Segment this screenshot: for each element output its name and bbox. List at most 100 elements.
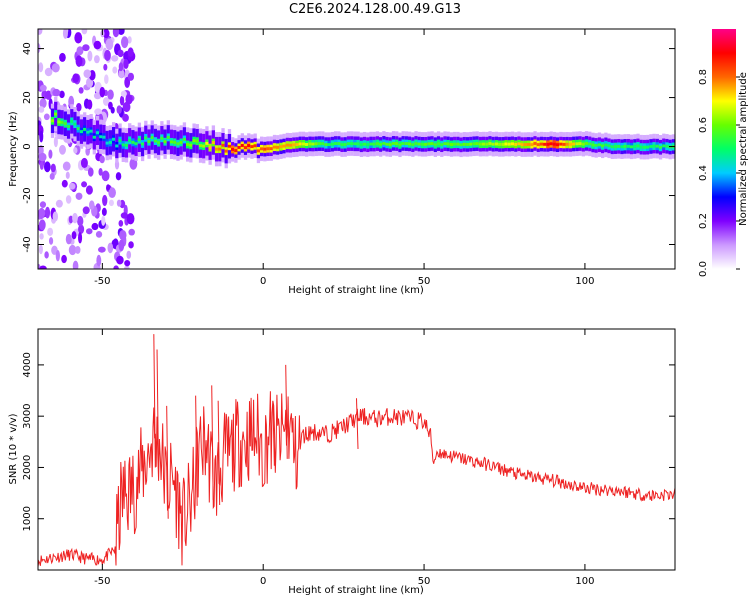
heatmap-peak-cell [99,135,103,139]
x-tick-label: 50 [418,276,431,287]
y-tick-label: 3000 [22,403,33,428]
heatmap-noise-cell [39,161,44,170]
heatmap-noise-cell [81,29,88,35]
heatmap-peak-cell [546,142,550,146]
heatmap-noise-cell [122,101,131,113]
heatmap-peak-cell [327,143,331,147]
heatmap-peak-cell [629,145,634,149]
heatmap-peak-cell [182,138,187,141]
heatmap-peak-cell [388,143,392,147]
heatmap-peak-cell [565,142,569,146]
colorbar-tick-label: 0.6 [698,117,709,133]
heatmap-peak-cell [517,142,521,146]
heatmap-peak-cell [581,142,586,146]
heatmap-peak-cell [147,140,151,144]
heatmap-peak-cell [440,143,444,147]
y-tick-label: 4000 [22,352,33,377]
heatmap-noise-cell [128,241,134,249]
heatmap-noise-cell [112,29,120,38]
heatmap-peak-cell [446,142,450,146]
heatmap-peak-cell [588,142,592,146]
snr-background [38,329,675,570]
heatmap-peak-cell [285,143,290,147]
heatmap-peak-cell [662,144,666,148]
snr-y-axis-label: SNR (10 * v/v) [8,413,19,484]
heatmap-peak-cell [276,145,280,149]
heatmap-noise-cell [102,29,110,39]
colorbar-label: Normalized spectral amplitude [738,72,749,226]
heatmap-noise-cell [119,230,127,241]
heatmap-peak-cell [337,142,341,146]
x-tick-label: 50 [418,576,431,587]
heatmap-noise-cell [124,265,130,269]
chart-title: C2E6.2024.128.00.49.G13 [288,2,462,17]
heatmap-peak-cell [478,142,483,146]
snr-y-ticks: 1000 2000 3000 4000 [22,352,675,531]
heatmap-peak-cell [523,143,528,147]
heatmap-peak-cell [472,142,476,146]
heatmap-noise-cell [50,163,56,173]
heatmap-noise-cell [75,103,82,112]
heatmap-noise-cell [39,233,44,240]
heatmap-peak-cell [433,143,438,147]
heatmap-noise-cell [78,224,85,234]
heatmap-peak-cell [617,144,621,148]
heatmap-noise-cell [107,89,114,100]
heatmap-peak-cell [224,149,228,153]
heatmap-peak-cell [54,112,58,116]
heatmap-noise-cell [93,40,102,50]
snr-peak-spike [285,364,288,459]
heatmap-peak-cell [626,144,631,148]
heatmap-noise-cell [80,157,88,169]
heatmap-noise-cell [58,144,66,155]
heatmap-peak-cell [111,137,116,141]
heatmap-peak-cell [272,145,277,149]
colorbar: 0.0 0.2 0.4 0.6 0.8 Normalized spectral ampl… [698,29,749,277]
heatmap-peak-cell [655,144,659,148]
heatmap-peak-cell [298,142,302,146]
y-tick-label: -40 [22,236,33,252]
heatmap-noise-cell [59,90,65,99]
heatmap-peak-cell [121,143,125,147]
heatmap-noise-cell [62,161,71,171]
heatmap-peak-cell [520,143,524,147]
heatmap-noise-cell [120,36,129,49]
heatmap-peak-cell [382,141,386,145]
heatmap-peak-cell [179,140,183,144]
heatmap-peak-cell [330,142,335,146]
heatmap-peak-cell [607,144,611,148]
heatmap-peak-cell [594,143,598,147]
heatmap-peak-cell [256,149,261,153]
heatmap-peak-cell [192,139,196,143]
heatmap-peak-cell [240,144,244,147]
heatmap-noise-cell [75,55,83,67]
heatmap-noise-cell [118,239,125,252]
heatmap-peak-cell [414,141,418,145]
heatmap-peak-cell [536,143,540,147]
heatmap-peak-cell [250,145,254,149]
heatmap-noise-cell [101,207,107,216]
heatmap-peak-cell [292,143,296,147]
heatmap-noise-cell [61,179,68,188]
heatmap-noise-cell [39,201,47,208]
heatmap-peak-cell [398,143,402,147]
heatmap-peak-cell [597,143,602,147]
x-tick-label: -50 [94,576,110,587]
snr-line-layer [38,334,675,567]
heatmap-peak-cell [279,145,283,149]
heatmap-peak-cell [137,138,142,142]
heatmap-noise-cell [99,155,105,164]
heatmap-noise-cell [72,212,78,224]
heatmap-peak-cell [636,144,640,148]
heatmap-noise-cell [62,29,68,39]
heatmap-noise-cell [53,136,58,148]
heatmap-noise-cell [61,254,67,264]
heatmap-peak-cell [221,143,225,147]
heatmap-noise-cell [105,38,114,51]
heatmap-peak-cell [288,143,293,147]
heatmap-peak-cell [658,145,663,149]
heatmap-noise-cell [65,171,70,179]
heatmap-noise-cell [78,232,83,244]
snr-peak-spike [211,385,214,500]
heatmap-peak-cell [169,140,174,144]
